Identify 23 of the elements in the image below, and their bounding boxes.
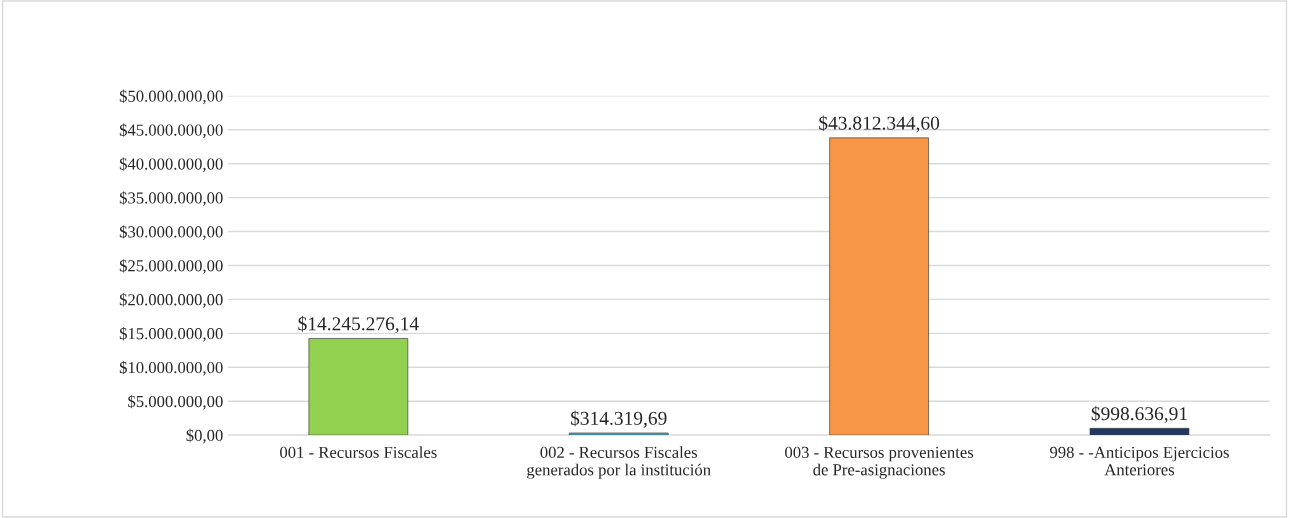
x-tick-label: 003 - Recursos provenientes de Pre-asignaciones — [785, 446, 974, 479]
data-label: $14.245.276,14 — [298, 316, 419, 334]
y-tick-label: $40.000.000,00 — [119, 157, 223, 173]
y-tick-label: $10.000.000,00 — [119, 360, 223, 376]
data-label: $998.636,91 — [1091, 405, 1187, 424]
bar — [829, 137, 929, 436]
x-tick-label: 002 - Recursos Fiscales generados por la institución — [527, 446, 711, 479]
data-label: $314.319,69 — [570, 410, 667, 428]
y-tick-label: $25.000.000,00 — [119, 259, 223, 274]
y-tick-label: $35.000.000,00 — [119, 191, 223, 206]
y-tick-label: $5.000.000,00 — [128, 394, 223, 410]
y-tick-label: $50.000.000,00 — [119, 89, 223, 105]
y-tick-label: $15.000.000,00 — [119, 327, 223, 342]
y-tick-label: $0,00 — [186, 428, 223, 444]
data-label: $43.812.344,60 — [819, 115, 940, 133]
y-tick-label: $45.000.000,00 — [119, 123, 223, 139]
bar — [1089, 427, 1190, 436]
bar — [568, 432, 669, 436]
x-tick-label: 001 - Recursos Fiscales — [280, 446, 437, 458]
y-tick-label: $30.000.000,00 — [119, 225, 223, 240]
y-tick-label: $20.000.000,00 — [119, 293, 223, 308]
bar — [308, 338, 409, 436]
x-tick-label: 998 - -Anticipos Ejercicios Anteriores — [1049, 446, 1229, 476]
